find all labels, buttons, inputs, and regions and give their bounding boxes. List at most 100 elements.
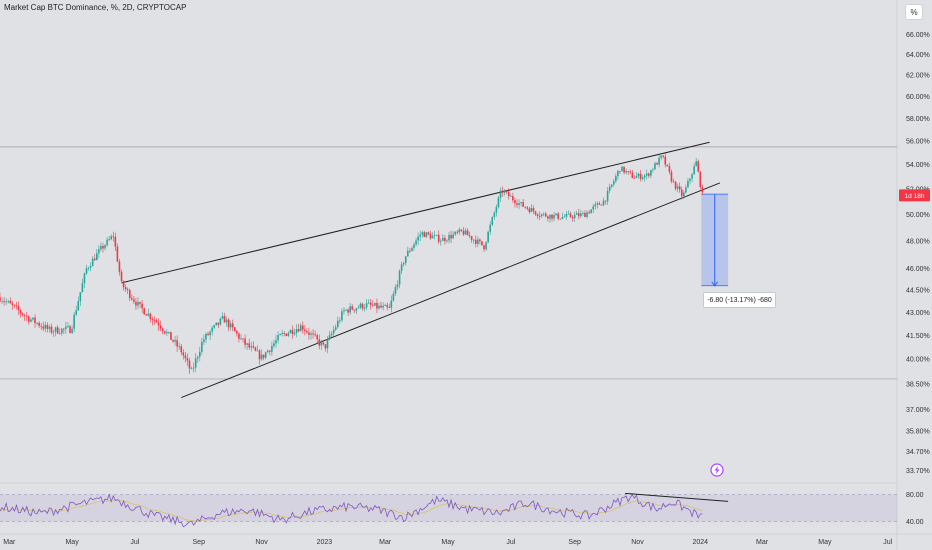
- candle-body: [192, 367, 195, 369]
- candle-body: [672, 181, 675, 183]
- horizontal-lines: [0, 146, 897, 380]
- x-tick-label: 2023: [317, 539, 333, 546]
- candle-body: [573, 214, 576, 219]
- candle-body: [505, 191, 508, 193]
- candle-body: [34, 317, 36, 324]
- x-tick-label: Sep: [193, 539, 206, 546]
- candle-body: [357, 307, 360, 309]
- candles: [0, 153, 704, 375]
- candle-body: [65, 326, 67, 329]
- candle-body: [182, 352, 185, 356]
- candle-body: [363, 307, 366, 309]
- candle-body: [73, 314, 75, 329]
- candle-body: [102, 246, 104, 249]
- candle-body: [293, 332, 296, 335]
- candle-body: [615, 176, 617, 182]
- candle-body: [229, 323, 232, 328]
- y-tick-label: 54.00%: [906, 162, 930, 169]
- candle-body: [343, 310, 345, 312]
- candle-body: [637, 173, 640, 177]
- candle-body: [528, 208, 531, 213]
- candle-body: [52, 331, 55, 333]
- candle-body: [44, 324, 47, 329]
- y-tick-label: 37.00%: [906, 407, 930, 414]
- candle-body: [584, 212, 586, 217]
- candle-body: [145, 314, 148, 316]
- candle-body: [250, 346, 253, 348]
- candle-body: [563, 216, 566, 218]
- candle-body: [295, 329, 298, 333]
- candle-body: [60, 328, 63, 334]
- lightning-bolt-icon[interactable]: [710, 463, 724, 477]
- candle-body: [89, 266, 92, 268]
- candle-body: [378, 305, 380, 309]
- candle-body: [46, 324, 49, 329]
- candle-body: [658, 157, 660, 165]
- candle-body: [213, 325, 216, 328]
- candle-body: [54, 327, 57, 332]
- candle-body: [542, 213, 545, 215]
- candle-body: [491, 217, 494, 225]
- candle-body: [168, 331, 170, 333]
- candle-body: [38, 322, 40, 326]
- candle-body: [553, 214, 555, 219]
- candle-body: [40, 325, 42, 327]
- candle-body: [689, 178, 691, 181]
- candle-body: [351, 306, 354, 310]
- candle-body: [534, 211, 537, 215]
- candle-body: [324, 344, 327, 349]
- candle-body: [557, 213, 559, 219]
- candle-body: [392, 293, 395, 301]
- candle-body: [676, 186, 679, 189]
- candle-body: [1, 301, 3, 302]
- candle-body: [691, 174, 693, 179]
- candle-body: [411, 247, 413, 252]
- candle-body: [695, 161, 697, 167]
- candle-body: [118, 261, 121, 272]
- candle-body: [590, 209, 592, 214]
- candle-body: [131, 298, 133, 300]
- candle-body: [137, 301, 139, 306]
- candle-body: [398, 270, 401, 285]
- candle-body: [575, 213, 578, 215]
- candle-body: [242, 338, 244, 340]
- candle-body: [545, 213, 547, 217]
- candle-body: [96, 253, 98, 261]
- candle-body: [427, 232, 430, 235]
- candle-body: [234, 327, 236, 332]
- candle-body: [633, 177, 636, 179]
- candle-body: [547, 216, 549, 219]
- y-tick-label: 60.00%: [906, 94, 930, 101]
- candle-body: [683, 192, 685, 197]
- wedge-lower-line: [181, 182, 721, 399]
- candle-body: [172, 339, 174, 342]
- candle-body: [483, 245, 485, 250]
- candle-body: [650, 170, 652, 176]
- percent-scale-button[interactable]: %: [905, 4, 923, 20]
- x-tick-label: May: [65, 539, 79, 546]
- candle-body: [227, 319, 230, 328]
- candle-body: [316, 335, 318, 340]
- candle-body: [674, 181, 677, 189]
- candle-body: [83, 273, 86, 284]
- candle-body: [328, 335, 331, 340]
- candle-body: [161, 328, 164, 332]
- candle-body: [643, 175, 646, 178]
- candle-body: [514, 200, 516, 204]
- y-tick-label: 58.00%: [906, 116, 930, 123]
- candle-body: [612, 181, 615, 185]
- candle-body: [565, 213, 568, 217]
- candle-body: [435, 234, 438, 236]
- candle-body: [561, 217, 564, 219]
- candle-body: [277, 335, 279, 341]
- candle-body: [654, 163, 656, 170]
- candle-body: [287, 333, 290, 336]
- candle-body: [17, 306, 20, 311]
- candle-body: [474, 239, 477, 245]
- x-tick-label: Mar: [3, 539, 16, 546]
- candle-body: [582, 212, 584, 214]
- candle-body: [67, 326, 69, 328]
- candle-body: [446, 240, 448, 242]
